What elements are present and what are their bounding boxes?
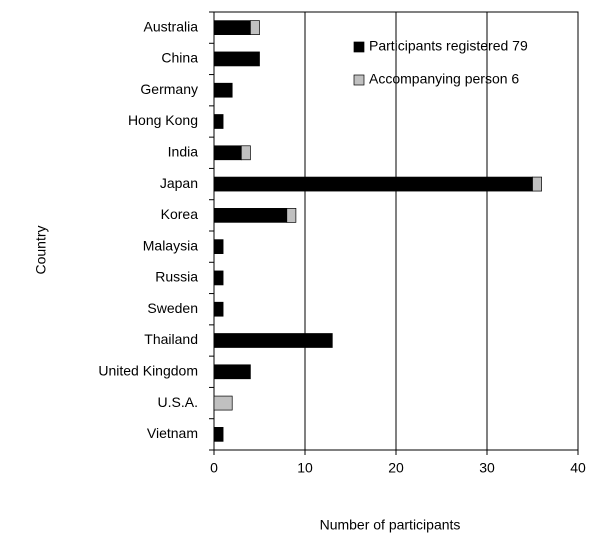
bar-segment: [213, 51, 260, 67]
y-tick-label: China: [161, 50, 198, 66]
y-tick-label: United Kingdom: [98, 362, 198, 378]
legend-swatch: [353, 74, 365, 86]
bar-segment: [213, 364, 251, 380]
y-tick-label: Australia: [144, 18, 199, 34]
x-tick-label: 20: [388, 460, 404, 476]
y-tick-label: Malaysia: [143, 237, 198, 253]
bar-segment: [213, 333, 333, 348]
bar-segment: [213, 208, 288, 223]
bar-segment: [213, 114, 224, 129]
bar-segment: [286, 208, 297, 223]
y-tick-label: Hong Kong: [128, 112, 198, 128]
y-axis-title: Country: [33, 225, 49, 274]
bar-segment: [213, 176, 533, 192]
bar-segment: [213, 395, 233, 411]
bar-segment: [250, 20, 260, 35]
x-tick-label: 0: [210, 460, 218, 476]
x-tick-label: 10: [297, 460, 313, 476]
y-tick-label: Vietnam: [147, 425, 198, 441]
bar-segment: [213, 301, 224, 317]
y-tick-label: India: [168, 143, 199, 159]
bar-segment: [213, 270, 224, 286]
y-tick-label: Japan: [160, 175, 198, 191]
bar-segment: [532, 176, 542, 192]
y-tick-label: Russia: [155, 269, 198, 285]
bar-segment: [213, 427, 224, 442]
y-tick-label: Korea: [161, 206, 199, 222]
bar-segment: [213, 145, 242, 161]
x-axis-title: Number of participants: [320, 517, 461, 533]
legend-label: Accompanying person 6: [369, 71, 519, 87]
bar-segment: [213, 239, 224, 254]
y-tick-label: U.S.A.: [158, 394, 198, 410]
y-tick-label: Germany: [140, 81, 198, 97]
bar-segment: [240, 145, 251, 161]
legend-swatch: [353, 41, 365, 53]
bar-segment: [213, 20, 251, 35]
x-tick-label: 40: [570, 460, 586, 476]
x-tick-label: 30: [479, 460, 495, 476]
bar-segment: [213, 82, 233, 98]
y-tick-label: Sweden: [147, 300, 198, 316]
y-tick-label: Thailand: [144, 331, 198, 347]
legend-label: Participants registered 79: [369, 38, 528, 54]
